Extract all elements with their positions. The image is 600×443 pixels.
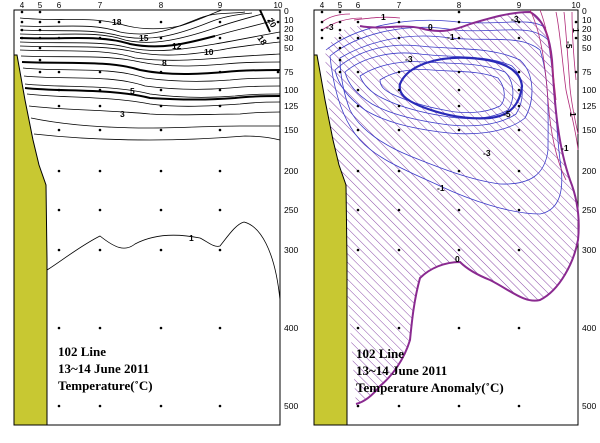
depth-tick: 400 — [284, 323, 298, 333]
station-label: 8 — [159, 1, 164, 10]
contour-label: 20 — [265, 16, 279, 29]
depth-tick: 20 — [582, 24, 592, 34]
caption-line: 102 Line — [58, 344, 106, 359]
coastline-land — [13, 54, 48, 426]
depth-tick: 125 — [582, 101, 596, 111]
depth-tick: 75 — [284, 67, 294, 77]
contour-label: 12 — [172, 41, 182, 51]
contour-label: -5 — [564, 41, 574, 49]
depth-tick: 0 — [284, 6, 289, 16]
depth-tick: 125 — [284, 101, 298, 111]
station-label: 6 — [356, 1, 361, 10]
temperature-depth-axis: 0 10 20 30 50 75 100 125 150 200 250 300… — [284, 6, 298, 411]
anomaly-station-points — [320, 10, 578, 408]
anomaly-station-labels: 4 5 6 7 8 9 10 — [320, 1, 581, 10]
contour-label: 0 — [428, 22, 433, 32]
depth-tick: 150 — [284, 125, 298, 135]
coastline-land — [313, 54, 348, 426]
anomaly-zero-contour — [355, 10, 580, 405]
station-label: 8 — [457, 1, 462, 10]
contour-label: 1 — [189, 233, 194, 243]
contour-label: 1 — [381, 12, 386, 22]
station-label: 4 — [20, 1, 25, 10]
station-label: 6 — [57, 1, 62, 10]
depth-tick: 20 — [284, 24, 294, 34]
caption-line: 13~14 June 2011 — [58, 361, 149, 376]
anomaly-contour-labels: -3 0 1 -1 -3 -5 -3 -1 0 -3 -5 -1 1 1 — [326, 12, 581, 264]
temperature-caption: 102 Line 13~14 June 2011 Temperature(˚C) — [58, 344, 153, 393]
contour-label: 1 — [571, 28, 581, 33]
depth-tick: 50 — [284, 43, 294, 53]
contour-label: 5 — [130, 86, 135, 96]
anomaly-depth-axis: 0 10 20 30 50 75 100 125 150 200 250 300… — [582, 6, 596, 411]
positive-anomaly-contours — [321, 9, 579, 181]
depth-tick: 30 — [284, 33, 294, 43]
depth-tick: 10 — [284, 15, 294, 25]
depth-tick: 75 — [582, 67, 592, 77]
depth-tick: 0 — [582, 6, 587, 16]
depth-tick: 400 — [582, 323, 596, 333]
depth-tick: 100 — [284, 85, 298, 95]
temperature-station-labels: 4 5 6 7 8 9 10 — [20, 1, 283, 10]
depth-tick: 50 — [582, 43, 592, 53]
station-label: 10 — [274, 1, 283, 10]
temperature-contour-labels: 18 15 12 10 8 5 3 1 18 20 — [112, 16, 279, 243]
anomaly-panel: 4 5 6 7 8 9 10 0 10 20 30 50 75 100 125 … — [313, 1, 596, 426]
temperature-panel: 4 5 6 7 8 9 10 0 10 20 30 50 75 100 125 … — [13, 1, 298, 426]
station-label: 9 — [517, 1, 522, 10]
caption-line: Temperature Anomaly(˚C) — [356, 380, 504, 395]
contour-label: -1 — [437, 183, 445, 193]
station-label: 5 — [338, 1, 343, 10]
station-label: 7 — [397, 1, 402, 10]
contour-label: 8 — [162, 58, 167, 68]
negative-anomaly-contours — [325, 19, 563, 215]
depth-tick: 200 — [284, 166, 298, 176]
depth-tick: 30 — [582, 33, 592, 43]
contour-label: -1 — [561, 143, 569, 153]
caption-line: 102 Line — [356, 346, 404, 361]
contour-label: 10 — [204, 47, 214, 57]
station-label: 9 — [218, 1, 223, 10]
contour-label: -1 — [447, 32, 455, 42]
temperature-station-points — [20, 10, 280, 408]
contour-label: 15 — [139, 33, 149, 43]
depth-tick: 300 — [582, 245, 596, 255]
negative-anomaly-region — [325, 12, 579, 404]
contour-label: -3 — [511, 14, 519, 24]
contour-label: -3 — [326, 22, 334, 32]
depth-tick: 500 — [582, 401, 596, 411]
station-label: 7 — [98, 1, 103, 10]
contour-label: 0 — [455, 254, 460, 264]
depth-tick: 200 — [582, 166, 596, 176]
contour-label: -3 — [405, 54, 413, 64]
contour-label: 1 — [568, 112, 578, 117]
depth-tick: 100 — [582, 85, 596, 95]
contour-label: -3 — [483, 148, 491, 158]
depth-tick: 150 — [582, 125, 596, 135]
contour-label: -5 — [503, 109, 511, 119]
depth-tick: 300 — [284, 245, 298, 255]
anomaly-caption: 102 Line 13~14 June 2011 Temperature Ano… — [356, 346, 504, 395]
station-label: 5 — [38, 1, 43, 10]
contour-label: 18 — [112, 17, 122, 27]
depth-tick: 10 — [582, 15, 592, 25]
caption-line: 13~14 June 2011 — [356, 363, 447, 378]
depth-tick: 250 — [284, 205, 298, 215]
station-label: 10 — [572, 1, 581, 10]
station-label: 4 — [320, 1, 325, 10]
caption-line: Temperature(˚C) — [58, 378, 153, 393]
contour-label: 3 — [120, 109, 125, 119]
temperature-contours-bold — [19, 9, 281, 101]
anomaly-minus5-contour — [398, 56, 524, 120]
depth-tick: 250 — [582, 205, 596, 215]
depth-tick: 500 — [284, 401, 298, 411]
